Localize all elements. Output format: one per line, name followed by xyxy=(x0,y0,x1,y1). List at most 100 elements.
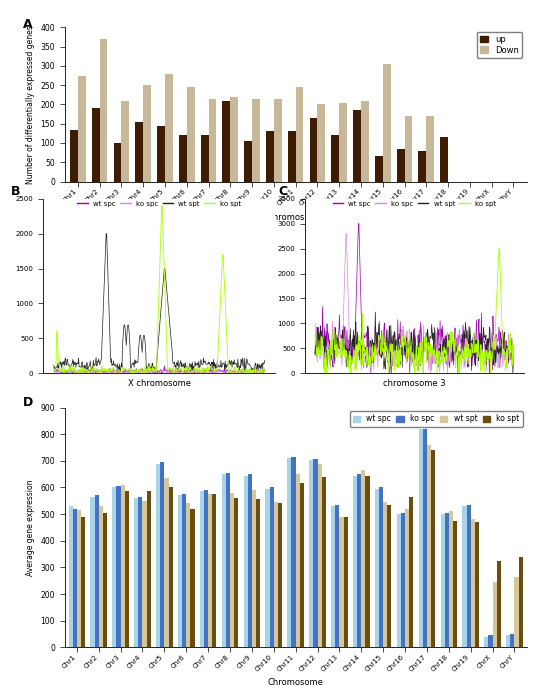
ko spc xyxy=(324,369,330,377)
wt spt xyxy=(457,352,463,360)
wt spc xyxy=(51,366,57,375)
Bar xyxy=(431,450,435,647)
ko spt xyxy=(120,364,126,372)
ko spc xyxy=(438,340,444,348)
ko spt xyxy=(204,368,211,376)
Bar xyxy=(335,505,340,647)
Bar xyxy=(441,514,444,647)
wt spt xyxy=(377,351,383,360)
Bar xyxy=(515,577,518,647)
ko spt xyxy=(158,201,165,210)
Bar xyxy=(134,498,138,647)
Bar xyxy=(488,636,492,647)
ko spt xyxy=(496,245,502,253)
Bar xyxy=(318,464,322,647)
ko spt xyxy=(312,340,318,349)
ko spt xyxy=(336,347,343,356)
Bar xyxy=(492,582,497,647)
ko spt xyxy=(457,350,463,358)
Text: A: A xyxy=(23,18,33,31)
Bar xyxy=(409,497,414,647)
ko spc xyxy=(120,369,126,377)
wt spc xyxy=(261,365,268,373)
Bar xyxy=(440,137,448,182)
ko spt xyxy=(437,356,444,364)
wt spc xyxy=(134,366,141,375)
Bar xyxy=(383,502,387,647)
wt spc xyxy=(355,219,362,227)
Line: ko spt: ko spt xyxy=(54,206,265,373)
ko spc xyxy=(51,369,57,377)
Bar xyxy=(201,136,208,182)
X-axis label: X chromosome: X chromosome xyxy=(128,379,191,388)
Bar xyxy=(467,505,471,647)
ko spt xyxy=(67,369,73,377)
Bar xyxy=(387,505,392,647)
Bar xyxy=(117,486,120,647)
Bar xyxy=(353,475,357,647)
wt spc xyxy=(377,335,384,343)
X-axis label: Chromosome: Chromosome xyxy=(268,212,323,221)
Bar xyxy=(300,484,304,647)
Bar xyxy=(375,489,379,647)
Bar xyxy=(230,493,234,647)
Y-axis label: Average gene expression: Average gene expression xyxy=(26,479,35,575)
Bar xyxy=(204,490,208,647)
Bar xyxy=(165,74,173,182)
Bar xyxy=(427,445,431,647)
Legend: up, Down: up, Down xyxy=(477,32,522,58)
Bar xyxy=(90,497,94,647)
wt spc xyxy=(57,369,64,377)
Bar xyxy=(266,489,269,647)
Bar xyxy=(222,101,231,182)
Bar xyxy=(361,470,366,647)
Bar xyxy=(168,488,173,647)
X-axis label: Chromosome: Chromosome xyxy=(268,678,323,685)
Bar xyxy=(296,474,300,647)
wt spt xyxy=(336,344,342,352)
Bar xyxy=(497,561,501,647)
Bar xyxy=(208,99,217,182)
Bar xyxy=(138,497,143,647)
Bar xyxy=(296,87,303,182)
Bar xyxy=(160,462,164,647)
Bar xyxy=(187,87,194,182)
ko spc xyxy=(134,369,141,377)
Text: C: C xyxy=(279,185,288,198)
Bar xyxy=(361,101,369,182)
ko spc xyxy=(261,368,268,376)
wt spc xyxy=(205,368,212,376)
Bar xyxy=(383,64,390,182)
Bar xyxy=(423,429,427,647)
Bar xyxy=(81,516,85,647)
Bar xyxy=(288,132,296,182)
ko spt xyxy=(391,366,397,375)
ko spt xyxy=(184,361,191,369)
Bar xyxy=(453,521,457,647)
ko spc xyxy=(392,362,398,370)
Bar xyxy=(343,516,348,647)
Bar xyxy=(397,514,401,647)
ko spc xyxy=(457,341,464,349)
Bar xyxy=(309,460,313,647)
Bar xyxy=(120,485,125,647)
Bar xyxy=(401,513,405,647)
Bar xyxy=(234,498,238,647)
ko spt xyxy=(134,366,141,374)
Bar xyxy=(103,513,107,647)
Bar xyxy=(332,136,339,182)
Bar xyxy=(426,116,434,182)
wt spt xyxy=(437,348,444,356)
ko spt xyxy=(261,368,268,376)
wt spt xyxy=(511,351,517,360)
Bar xyxy=(366,475,369,647)
wt spt xyxy=(510,369,516,377)
Bar xyxy=(208,494,212,647)
Bar xyxy=(331,506,335,647)
Bar xyxy=(278,503,282,647)
Bar xyxy=(78,75,86,182)
ko spc xyxy=(204,367,210,375)
Text: D: D xyxy=(23,396,33,408)
Bar xyxy=(100,39,107,182)
X-axis label: chromosome 3: chromosome 3 xyxy=(383,379,446,388)
